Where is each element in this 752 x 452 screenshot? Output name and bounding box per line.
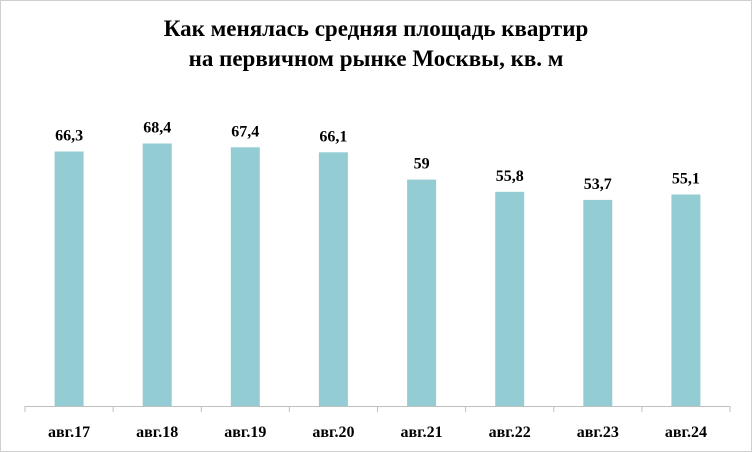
- x-tick-label: авг.24: [665, 424, 707, 441]
- x-tick-label: авг.17: [48, 424, 90, 441]
- bar-авг.23: [583, 199, 613, 406]
- x-tick-label: авг.18: [136, 424, 178, 441]
- bar-value-label: 55,1: [672, 171, 700, 188]
- x-tick-label: авг.20: [312, 424, 354, 441]
- bar-авг.21: [407, 179, 437, 406]
- bar-авг.18: [142, 143, 172, 406]
- x-tick-label: авг.22: [489, 424, 531, 441]
- bar-авг.22: [495, 191, 525, 406]
- bar-value-label: 68,4: [143, 120, 171, 137]
- bar-value-label: 59: [414, 156, 430, 173]
- x-tick-label: авг.21: [401, 424, 443, 441]
- x-tick-label: авг.19: [224, 424, 266, 441]
- bar-value-label: 67,4: [231, 123, 259, 140]
- bar-value-label: 55,8: [496, 168, 524, 185]
- bar-value-label: 66,3: [55, 128, 83, 145]
- x-tick-label: авг.23: [577, 424, 619, 441]
- bar-авг.17: [54, 151, 84, 406]
- bar-labels-group: 66,3 68,4 67,4 66,1 59 55,8 53,7 55,1: [55, 120, 700, 193]
- chart-title: Как менялась средняя площадь квартир на …: [0, 14, 752, 74]
- bar-авг.24: [671, 194, 701, 406]
- bar-авг.19: [230, 147, 260, 407]
- bars-group: [54, 143, 701, 407]
- chart-title-line-1: Как менялась средняя площадь квартир: [163, 16, 589, 41]
- bar-value-label: 66,1: [319, 128, 347, 145]
- x-axis: [24, 406, 731, 412]
- chart-title-line-2: на первичном рынке Москвы, кв. м: [188, 46, 564, 71]
- bar-авг.20: [318, 152, 348, 406]
- bar-value-label: 53,7: [584, 176, 612, 193]
- x-tick-labels-group: авг.17 авг.18 авг.19 авг.20 авг.21 авг.22 авг.…: [48, 424, 707, 441]
